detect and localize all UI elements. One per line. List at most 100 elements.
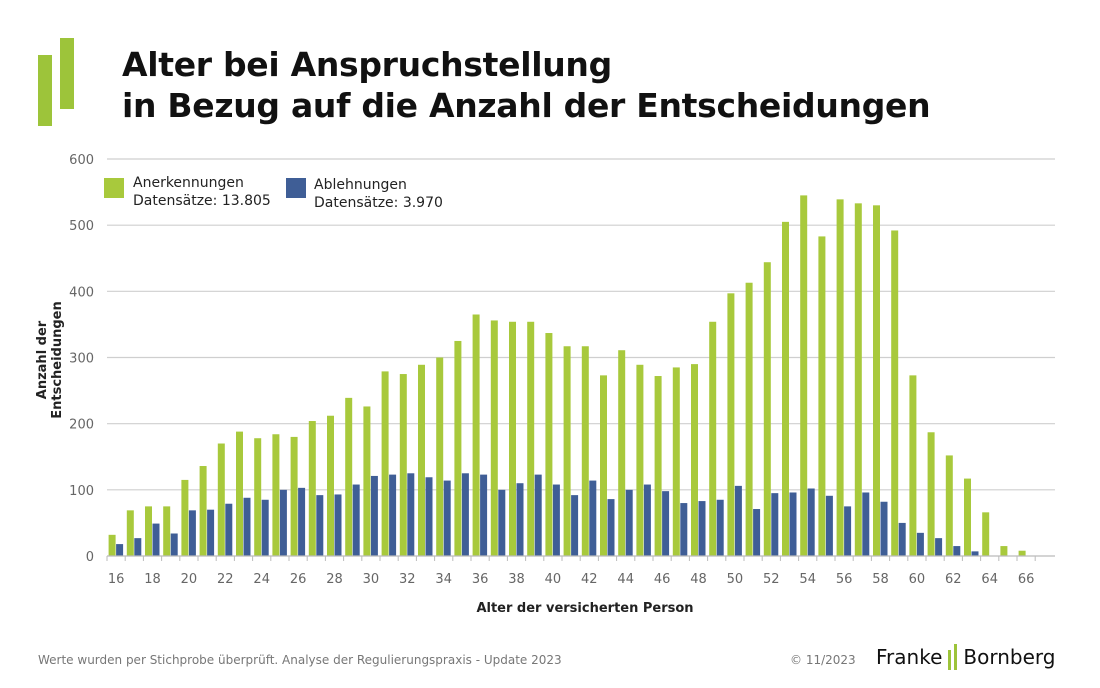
x-tick-label: 28 (326, 572, 343, 587)
x-tick-label: 16 (108, 572, 125, 587)
brand-logo: Franke Bornberg (876, 644, 1055, 670)
bar-ablehnungen-18 (152, 523, 160, 556)
bar-anerkennungen-31 (381, 371, 389, 556)
legend-ablehnungen: Ablehnungen Datensätze: 3.970 (314, 176, 443, 212)
x-tick-label: 58 (872, 572, 889, 587)
title-line-1: Alter bei Anspruchstellung (122, 45, 612, 84)
x-tick-label: 32 (399, 572, 416, 587)
bar-anerkennungen-23 (236, 431, 243, 556)
legend-label: Ablehnungen (314, 177, 407, 193)
bar-anerkennungen-50 (727, 293, 735, 556)
bar-ablehnungen-16 (116, 544, 124, 556)
bar-anerkennungen-48 (691, 364, 698, 556)
bar-ablehnungen-39 (534, 474, 542, 556)
bar-anerkennungen-36 (472, 314, 480, 556)
x-tick-label: 20 (181, 572, 198, 587)
x-tick-label: 46 (654, 572, 671, 587)
bar-anerkennungen-43 (600, 375, 607, 556)
x-tick-label: 44 (617, 572, 634, 587)
x-tick-label: 34 (435, 572, 452, 587)
bar-anerkennungen-19 (163, 506, 171, 556)
bar-anerkennungen-42 (581, 346, 589, 556)
bar-ablehnungen-53 (789, 492, 797, 556)
bar-anerkennungen-16 (108, 534, 116, 556)
bar-ablehnungen-22 (225, 503, 233, 556)
brand-bar (954, 644, 958, 670)
legend-sublabel: Datensätze: 3.970 (314, 195, 443, 211)
bar-ablehnungen-52 (771, 493, 779, 556)
y-tick-label: 300 (69, 352, 94, 367)
bar-anerkennungen-37 (490, 320, 498, 556)
y-tick-label: 500 (69, 219, 94, 234)
bar-ablehnungen-54 (807, 488, 815, 556)
bar-ablehnungen-60 (916, 532, 924, 556)
bar-ablehnungen-59 (898, 522, 906, 556)
x-tick-label: 24 (253, 572, 270, 587)
bar-ablehnungen-20 (188, 510, 196, 556)
bar-anerkennungen-39 (527, 321, 535, 556)
bar-ablehnungen-21 (207, 509, 215, 556)
legend-swatch-anerkennungen (104, 178, 124, 198)
bar-anerkennungen-53 (782, 221, 789, 556)
bar-anerkennungen-62 (945, 455, 953, 556)
bar-ablehnungen-45 (643, 484, 651, 556)
bar-ablehnungen-29 (352, 484, 360, 556)
bar-anerkennungen-41 (563, 346, 571, 556)
legend-sublabel: Datensätze: 13.805 (133, 193, 271, 209)
bar-anerkennungen-64 (982, 512, 990, 556)
x-tick-label: 40 (545, 572, 562, 587)
bar-anerkennungen-25 (272, 434, 280, 556)
x-tick-label: 42 (581, 572, 598, 587)
logo-bar-right (60, 38, 74, 109)
bar-anerkennungen-20 (181, 479, 189, 556)
bar-anerkennungen-17 (126, 510, 134, 556)
x-axis-label: Alter der versicherten Person (476, 601, 694, 616)
bar-ablehnungen-63 (971, 551, 979, 556)
chart-title: Alter bei Anspruchstellung in Bezug auf … (122, 44, 931, 126)
bar-ablehnungen-42 (589, 480, 597, 556)
x-tick-label: 48 (690, 572, 707, 587)
bar-ablehnungen-48 (698, 501, 706, 556)
x-tick-label: 38 (508, 572, 525, 587)
y-tick-label: 600 (69, 153, 94, 168)
bar-ablehnungen-41 (571, 495, 579, 556)
bar-ablehnungen-43 (607, 499, 615, 556)
bar-anerkennungen-18 (145, 506, 152, 556)
x-tick-label: 62 (945, 572, 962, 587)
bar-anerkennungen-35 (454, 340, 462, 556)
bar-anerkennungen-65 (1000, 546, 1008, 556)
bar-ablehnungen-36 (480, 474, 488, 556)
bar-anerkennungen-28 (327, 415, 334, 556)
x-tick-label: 18 (144, 572, 161, 587)
y-tick-label: 400 (69, 285, 94, 300)
bar-ablehnungen-28 (334, 494, 342, 556)
bar-ablehnungen-32 (407, 473, 415, 556)
bar-anerkennungen-47 (672, 367, 680, 556)
logo-bar-left (38, 55, 52, 126)
y-tick-label: 100 (69, 484, 94, 499)
bar-ablehnungen-35 (461, 473, 469, 556)
bar-ablehnungen-23 (243, 497, 251, 556)
bar-anerkennungen-30 (363, 406, 371, 556)
bar-ablehnungen-55 (825, 495, 833, 556)
title-line-2: in Bezug auf die Anzahl der Entscheidung… (122, 86, 931, 125)
x-tick-label: 64 (981, 572, 998, 587)
bar-ablehnungen-61 (935, 538, 943, 556)
legend-anerkennungen: Anerkennungen Datensätze: 13.805 (133, 174, 271, 210)
bar-ablehnungen-34 (443, 480, 451, 556)
bar-anerkennungen-21 (199, 466, 207, 556)
footer-note: Werte wurden per Stichprobe überprüft. A… (38, 653, 562, 667)
brand-left: Franke (876, 645, 943, 669)
x-tick-label: 66 (1018, 572, 1035, 587)
x-tick-label: 52 (763, 572, 780, 587)
bar-anerkennungen-29 (345, 397, 353, 556)
bar-anerkennungen-58 (873, 205, 880, 557)
bar-anerkennungen-55 (818, 236, 826, 557)
bar-anerkennungen-49 (709, 321, 717, 556)
bar-anerkennungen-38 (509, 321, 516, 556)
copyright: © 11/2023 (790, 653, 856, 667)
y-tick-label: 0 (86, 550, 94, 565)
bar-ablehnungen-44 (625, 489, 633, 556)
